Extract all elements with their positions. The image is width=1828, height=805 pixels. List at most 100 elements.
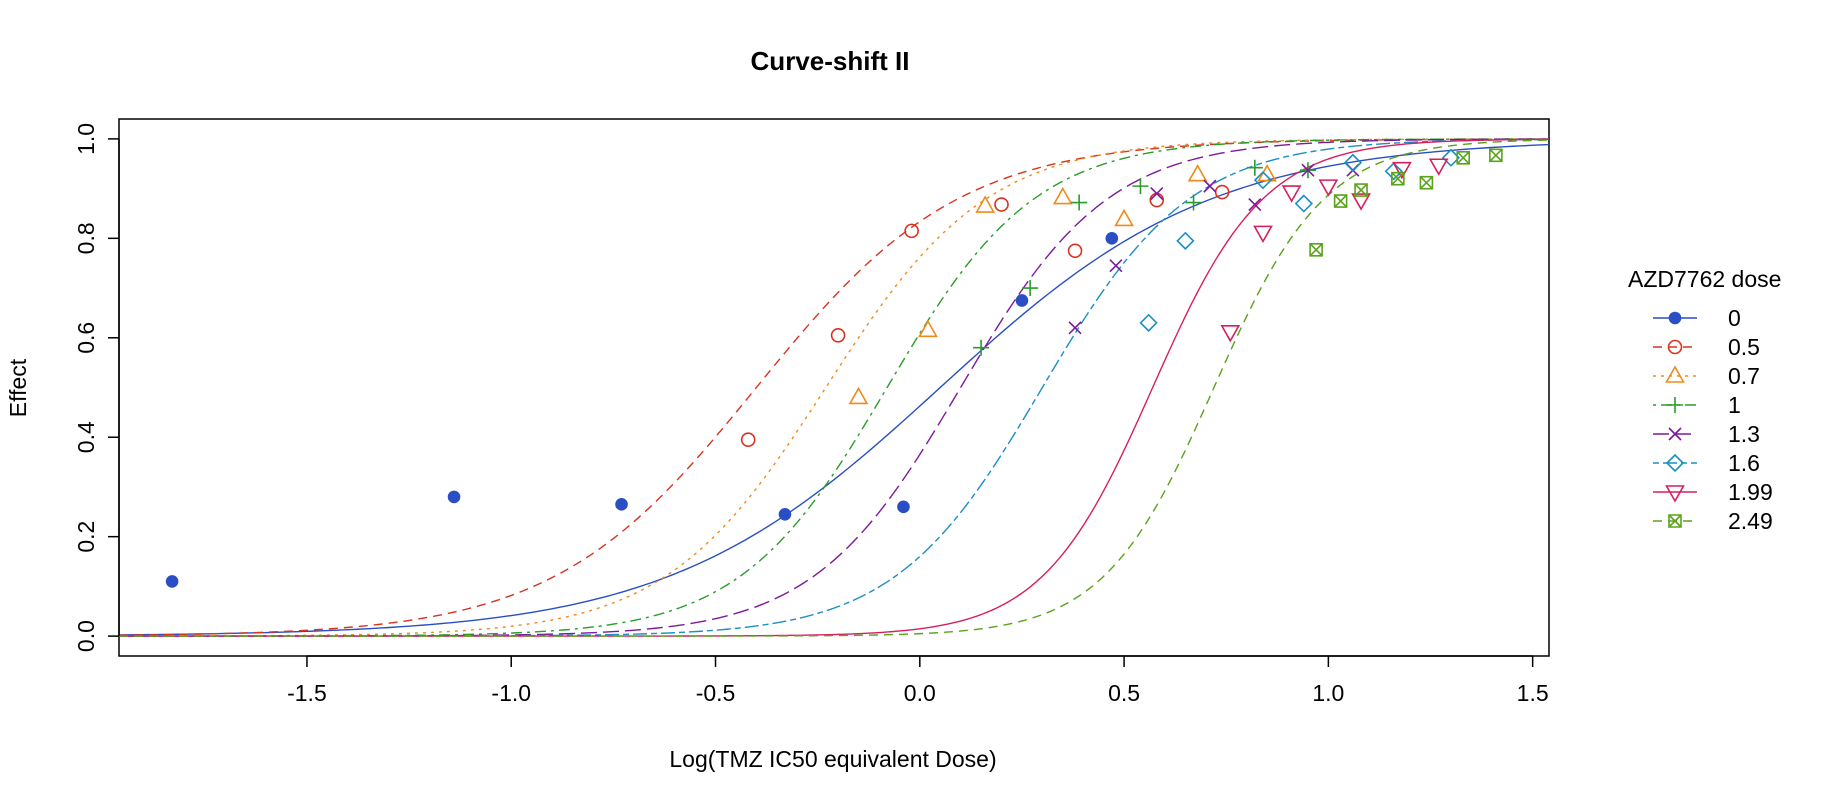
data-point	[1068, 321, 1082, 335]
data-point	[1309, 242, 1323, 257]
data-point	[1384, 162, 1403, 181]
y-tick-label: 0.4	[73, 421, 99, 453]
x-axis-label: Log(TMZ IC50 equivalent Dose)	[669, 746, 996, 772]
data-point	[848, 386, 869, 405]
legend: AZD7762 dose 0 0.5 0.7 1 1.3 1.6 1.99 2.49	[1628, 266, 1781, 534]
fitted-curves	[119, 138, 1549, 637]
data-point	[1220, 325, 1241, 343]
data-point	[447, 490, 461, 504]
data-point	[1203, 179, 1217, 193]
x-tick-label: 1.0	[1312, 680, 1344, 706]
data-point	[973, 339, 990, 356]
series-points-0.7	[848, 164, 1277, 405]
x-tick-label: -1.0	[491, 680, 531, 706]
data-point	[1015, 294, 1029, 307]
legend-label: 0	[1728, 305, 1741, 331]
series-points-1.3	[1068, 163, 1360, 335]
data-point	[1441, 148, 1461, 167]
data-point	[1456, 150, 1470, 165]
legend-marker	[1667, 339, 1683, 355]
data-point	[994, 197, 1009, 212]
data-point	[904, 223, 919, 239]
data-point	[165, 575, 179, 588]
data-point	[1392, 161, 1412, 180]
data-point	[1333, 194, 1348, 208]
series-points-2.49	[1309, 148, 1503, 257]
data-point	[918, 319, 938, 338]
fit-curve-1.3	[119, 138, 1549, 637]
legend-entry-0.5: 0.5	[1653, 334, 1760, 360]
x-tick-label: 0.0	[904, 680, 936, 706]
data-point	[1067, 243, 1083, 259]
data-point	[1052, 186, 1073, 205]
legend-marker	[1668, 427, 1682, 441]
y-axis-label: Effect	[5, 358, 31, 417]
legend-entry-0: 0	[1653, 305, 1741, 331]
data-point	[1391, 171, 1405, 186]
legend-title: AZD7762 dose	[1628, 266, 1781, 292]
data-point	[1253, 225, 1273, 243]
fit-curve-0.5	[119, 138, 1549, 636]
data-point	[615, 498, 628, 511]
y-axis: 0.0 0.2 0.4 0.6 0.8 1.0	[73, 123, 120, 652]
x-tick-label: 1.5	[1517, 680, 1549, 706]
y-tick-label: 0.8	[73, 222, 99, 254]
fit-curve-2.49	[119, 139, 1549, 637]
fit-curve-0.7	[119, 138, 1549, 637]
series-points-1.6	[1139, 148, 1461, 332]
series-points-0	[165, 232, 1119, 588]
data-point	[1132, 178, 1149, 195]
data-point	[778, 507, 792, 521]
x-axis: -1.5 -1.0 -0.5 0.0 0.5 1.0 1.5	[287, 655, 1549, 706]
legend-label: 1.3	[1728, 421, 1760, 447]
legend-marker	[1665, 453, 1685, 473]
chart-title: Curve-shift II	[751, 46, 910, 76]
data-point	[975, 195, 996, 213]
y-tick-label: 0.2	[73, 521, 99, 553]
data-point	[1139, 313, 1158, 332]
fit-curve-0	[119, 143, 1549, 636]
legend-entry-1.6: 1.6	[1653, 450, 1760, 476]
data-point	[740, 432, 756, 448]
series-points-1.99	[1220, 158, 1449, 343]
data-point	[1419, 175, 1434, 190]
legend-label: 1.99	[1728, 479, 1773, 505]
data-point	[1187, 164, 1208, 182]
data-point	[1214, 184, 1230, 200]
legend-label: 2.49	[1728, 508, 1773, 534]
legend-label: 1.6	[1728, 450, 1760, 476]
data-point	[1253, 171, 1273, 190]
fit-curve-1.99	[119, 138, 1549, 637]
fit-curve-1.6	[119, 138, 1549, 637]
legend-label: 0.5	[1728, 334, 1760, 360]
data-point	[1071, 194, 1088, 211]
legend-entry-1.99: 1.99	[1653, 479, 1773, 505]
legend-marker	[1665, 485, 1685, 503]
data-point	[1185, 194, 1202, 211]
data-point	[1294, 194, 1313, 213]
data-point	[1176, 231, 1195, 250]
data-point	[1428, 158, 1449, 176]
y-tick-label: 0.6	[73, 322, 99, 354]
data-point	[1105, 232, 1119, 245]
legend-marker	[1665, 365, 1685, 383]
legend-label: 1	[1728, 392, 1741, 418]
data-point	[1248, 197, 1262, 212]
data-point	[1281, 185, 1302, 203]
legend-entry-1.3: 1.3	[1653, 421, 1760, 447]
legend-marker	[1668, 514, 1682, 528]
y-tick-label: 0.0	[73, 620, 99, 652]
data-point	[1354, 183, 1368, 197]
data-point	[1149, 192, 1165, 208]
data-point	[1114, 208, 1134, 227]
x-tick-label: -0.5	[696, 680, 736, 706]
data-point	[1022, 280, 1039, 297]
data-points	[165, 148, 1503, 588]
data-point	[1246, 159, 1263, 176]
data-point	[1489, 148, 1503, 163]
legend-entry-2.49: 2.49	[1653, 508, 1773, 534]
legend-marker	[1668, 311, 1682, 325]
data-point	[1301, 163, 1315, 177]
